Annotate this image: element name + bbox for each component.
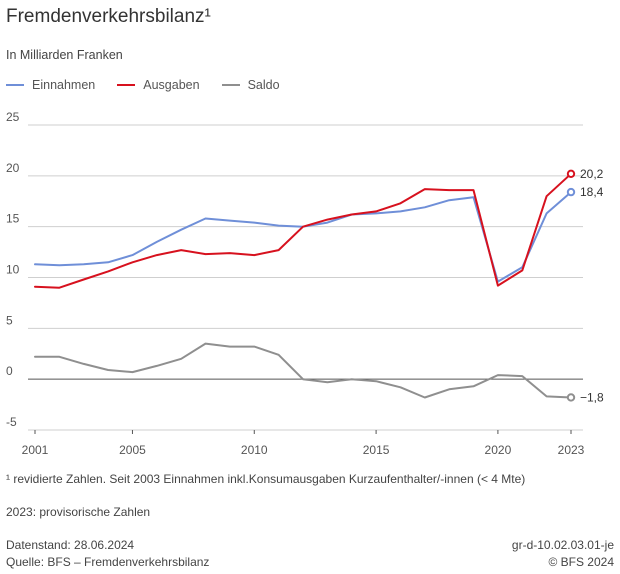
chart-subtitle: In Milliarden Franken (6, 48, 123, 62)
x-tick-label: 2001 (22, 443, 49, 457)
y-tick-label: 10 (6, 263, 20, 277)
legend-label-einnahmen: Einnahmen (32, 78, 96, 92)
legend-label-saldo: Saldo (247, 78, 280, 92)
end-point-ausgaben (566, 169, 576, 178)
legend-item-saldo[interactable]: Saldo (221, 78, 280, 92)
x-tick-label: 2015 (363, 443, 390, 457)
legend-label-ausgaben: Ausgaben (143, 78, 200, 92)
source: Quelle: BFS – Fremdenverkehrsbilanz (6, 555, 210, 569)
end-point-einnahmen (566, 187, 576, 197)
end-label-einnahmen: 18,4 (580, 185, 604, 199)
end-point-saldo (566, 393, 576, 402)
y-tick-label: 5 (6, 313, 13, 327)
copyright: © BFS 2024 (548, 555, 614, 569)
end-label-saldo: −1,8 (580, 390, 604, 404)
legend-item-ausgaben[interactable]: Ausgaben (117, 78, 200, 92)
y-tick-label: -5 (6, 415, 17, 429)
legend-swatch-einnahmen (6, 84, 24, 86)
legend-item-einnahmen[interactable]: Einnahmen (6, 78, 95, 92)
x-tick-label: 2020 (485, 443, 512, 457)
legend-swatch-ausgaben (117, 84, 136, 86)
series-line-saldo (34, 342, 572, 399)
footnote-provisional: 2023: provisorische Zahlen (6, 505, 151, 519)
footnote-revised: ¹ revidierte Zahlen. Seit 2003 Einnahmen… (6, 472, 526, 486)
y-tick-label: 0 (6, 364, 13, 378)
x-tick-label: 2023 (558, 443, 585, 457)
graphic-code: gr-d-10.02.03.01-je (511, 538, 614, 552)
legend-swatch-saldo (221, 84, 240, 86)
line-chart: -5 0 5 10 15 20 25 2001 2005 2010 2015 2020 2023 18,4… (6, 110, 604, 457)
series-line-ausgaben (34, 172, 572, 289)
chart-title: Fremdenverkehrsbilanz¹ (6, 6, 211, 27)
data-date: Datenstand: 28.06.2024 (6, 538, 135, 552)
y-tick-label: 15 (6, 212, 20, 226)
x-tick-label: 2005 (119, 443, 146, 457)
y-tick-label: 20 (6, 161, 20, 175)
x-tick-label: 2010 (241, 443, 268, 457)
y-tick-label: 25 (6, 110, 20, 124)
legend: Einnahmen Ausgaben Saldo (6, 78, 280, 92)
end-label-ausgaben: 20,2 (580, 167, 604, 181)
